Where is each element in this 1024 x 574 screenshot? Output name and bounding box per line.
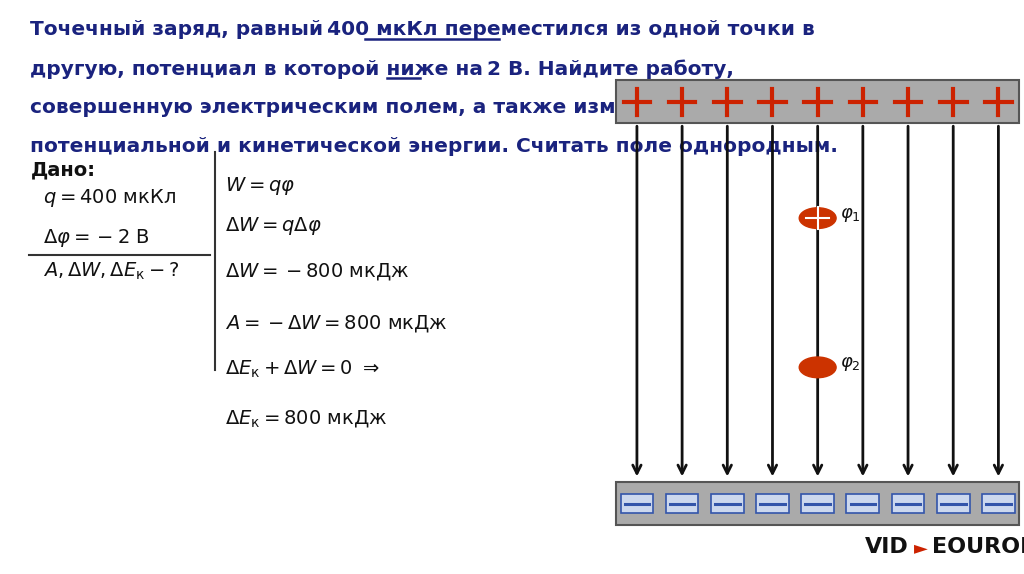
FancyBboxPatch shape — [616, 80, 1019, 123]
FancyBboxPatch shape — [847, 494, 880, 513]
Text: $W = q\varphi$: $W = q\varphi$ — [225, 175, 296, 197]
Text: $A, \Delta W, \Delta E_{\rm к} - ?$: $A, \Delta W, \Delta E_{\rm к} - ?$ — [43, 261, 179, 282]
Text: EOUROKI: EOUROKI — [932, 537, 1024, 557]
Text: другую, потенциал в которой ниже на 2 В. Найдите работу,: другую, потенциал в которой ниже на 2 В.… — [30, 59, 734, 79]
FancyBboxPatch shape — [801, 494, 834, 513]
FancyBboxPatch shape — [621, 494, 653, 513]
Text: потенциальной и кинетической энергии. Считать поле однородным.: потенциальной и кинетической энергии. Сч… — [30, 137, 838, 156]
Text: Дано:: Дано: — [31, 161, 95, 180]
Circle shape — [799, 357, 836, 378]
Circle shape — [799, 208, 836, 228]
Text: ►: ► — [914, 539, 929, 557]
Text: $A = -\Delta W = 800$ мкДж: $A = -\Delta W = 800$ мкДж — [225, 313, 449, 334]
FancyBboxPatch shape — [892, 494, 925, 513]
Text: Точечный заряд, равный 400 мкКл переместился из одной точки в: Точечный заряд, равный 400 мкКл перемест… — [30, 20, 815, 39]
Text: $\varphi_1$: $\varphi_1$ — [840, 206, 861, 224]
Text: $q = 400$ мкКл: $q = 400$ мкКл — [43, 187, 176, 208]
FancyBboxPatch shape — [711, 494, 743, 513]
Text: VID: VID — [865, 537, 909, 557]
FancyBboxPatch shape — [937, 494, 970, 513]
Text: $\Delta W = q\Delta\varphi$: $\Delta W = q\Delta\varphi$ — [225, 215, 323, 237]
Text: $\Delta\varphi = -2$ В: $\Delta\varphi = -2$ В — [43, 227, 150, 249]
Text: $\Delta E_{\rm к} + \Delta W = 0\ \Rightarrow$: $\Delta E_{\rm к} + \Delta W = 0\ \Right… — [225, 359, 380, 380]
Text: $\Delta E_{\rm к} = 800$ мкДж: $\Delta E_{\rm к} = 800$ мкДж — [225, 408, 388, 429]
FancyBboxPatch shape — [756, 494, 788, 513]
FancyBboxPatch shape — [982, 494, 1015, 513]
FancyBboxPatch shape — [616, 482, 1019, 525]
Text: $\Delta W = -800$ мкДж: $\Delta W = -800$ мкДж — [225, 261, 410, 282]
FancyBboxPatch shape — [666, 494, 698, 513]
Text: $\varphi_2$: $\varphi_2$ — [840, 355, 861, 374]
Text: совершенную электрическим полем, а также изменение: совершенную электрическим полем, а также… — [30, 98, 699, 117]
